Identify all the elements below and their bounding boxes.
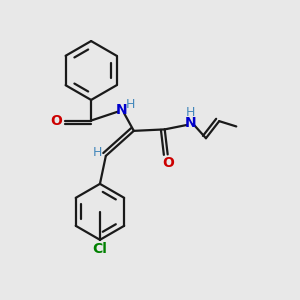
Text: H: H <box>92 146 102 159</box>
Text: N: N <box>116 103 127 117</box>
Text: O: O <box>50 114 62 128</box>
Text: H: H <box>126 98 136 111</box>
Text: O: O <box>162 156 174 170</box>
Text: Cl: Cl <box>92 242 107 256</box>
Text: N: N <box>185 116 197 130</box>
Text: H: H <box>186 106 195 119</box>
